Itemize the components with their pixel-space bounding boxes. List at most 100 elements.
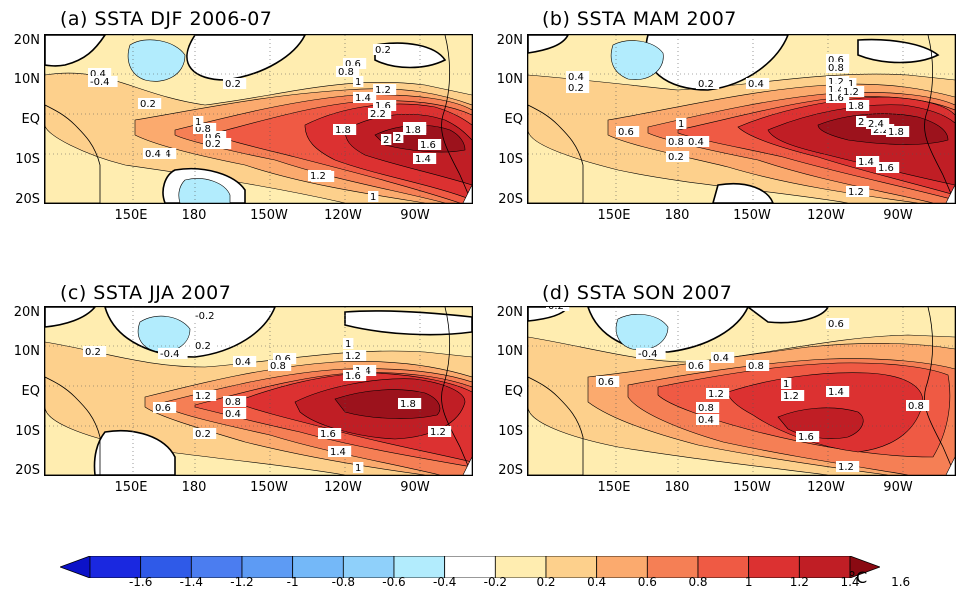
lat-label: 20N xyxy=(496,33,523,48)
lat-label: 10N xyxy=(13,344,40,359)
contour-label-bg xyxy=(616,126,640,137)
contour-label-text: 0.6 xyxy=(205,132,221,143)
colorbar-tick-label: 1.6 xyxy=(891,575,911,589)
contour-label: 0.8 xyxy=(666,136,690,148)
lon-label: 180 xyxy=(664,208,690,223)
contour-label-bg xyxy=(596,376,620,387)
contour-label-bg xyxy=(368,108,392,119)
contour-label: 1 xyxy=(353,76,364,88)
contour-label-text: 1.2 xyxy=(838,462,854,473)
contour-label: 2.2 xyxy=(368,108,392,120)
contour-label-text: 1.4 xyxy=(330,447,346,458)
contour-label-bg xyxy=(343,338,354,349)
contour-label: -0.2 xyxy=(193,310,223,322)
contour-label: 0.6 xyxy=(343,58,367,70)
land-outline-americas xyxy=(924,307,955,475)
contour-label: 1.2 xyxy=(841,86,865,98)
contour-label-text: 0.4 xyxy=(568,72,584,83)
contour-label-bg xyxy=(223,396,247,407)
contour-label: 1 xyxy=(353,462,364,474)
contour-label-text: 1.2 xyxy=(783,391,799,402)
lat-label: EQ xyxy=(504,384,523,399)
contour-label: 0.6 xyxy=(686,360,710,372)
contour-label: 1 xyxy=(193,116,204,128)
lat-label: 20S xyxy=(15,463,40,478)
lat-label: 10N xyxy=(496,72,523,87)
contour-label: 1.4 xyxy=(413,153,437,165)
contour-label-text: 0.8 xyxy=(338,67,354,78)
contour-label-bg xyxy=(826,84,850,95)
contour-label-text: 2 xyxy=(395,133,401,144)
contour-label-bg xyxy=(846,78,857,89)
contour-label-text: 1.2 xyxy=(430,427,446,438)
contour-label: 1.8 xyxy=(403,124,427,136)
anomaly-contour-region xyxy=(45,307,97,328)
panel-d-title: (d) SSTA SON 2007 xyxy=(542,282,733,304)
colorbar-tick-label: 1.4 xyxy=(840,575,860,589)
contour-label: 1.2 xyxy=(373,84,397,96)
contour-label-text: 0.4 xyxy=(225,409,241,420)
contour-label-bg xyxy=(676,118,687,129)
contour-label: 2.2 xyxy=(871,124,895,136)
colorbar-tick-label: -1.6 xyxy=(128,575,153,589)
contour-label: 0.6 xyxy=(153,402,177,414)
contour-label: 0.8 xyxy=(746,360,770,372)
colorbar-arrow-left xyxy=(60,556,91,578)
contour-label-bg xyxy=(781,390,805,401)
lat-label: 10S xyxy=(498,424,523,439)
contour-label-text: 1.4 xyxy=(858,157,874,168)
contour-label-text: 1.2 xyxy=(843,87,859,98)
anomaly-contour-region xyxy=(93,429,176,475)
contour-label: 0.4 xyxy=(223,408,247,420)
lon-label: 90W xyxy=(400,480,430,495)
contour-label: 0.2 xyxy=(373,44,397,56)
contour-label: 0.4 xyxy=(696,414,720,426)
contour-label-bg xyxy=(398,398,422,409)
contour-label: 1.6 xyxy=(318,428,342,440)
contour-label-bg xyxy=(143,148,167,159)
contour-label-bg xyxy=(856,156,880,167)
contour-label: 0.6 xyxy=(596,376,620,388)
contour-label: 1.4 xyxy=(826,84,850,96)
contour-label-text: 1 xyxy=(678,119,684,130)
contour-label-bg xyxy=(336,66,360,77)
contour-label: 0.2 xyxy=(193,340,217,352)
lat-label: 20S xyxy=(498,463,523,478)
contour-label-bg xyxy=(876,162,900,173)
lon-label: 150E xyxy=(597,208,631,223)
contour-label-bg xyxy=(88,68,112,79)
lat-label: 10S xyxy=(498,152,523,167)
colorbar-tick-label: -0.4 xyxy=(432,575,457,589)
contour-label-bg xyxy=(343,58,367,69)
land-outline-maritime-continent xyxy=(45,104,101,203)
lat-label: 10N xyxy=(496,344,523,359)
lon-label: 120W xyxy=(324,208,362,223)
contour-label-text: 0.8 xyxy=(908,401,924,412)
contour-label-bg xyxy=(193,390,217,401)
contour-label-bg xyxy=(566,82,590,93)
contour-label: 1.2 xyxy=(308,170,332,182)
contour-label-text: 1.6 xyxy=(345,371,361,382)
contour-label-bg xyxy=(138,98,162,109)
contour-label-bg xyxy=(373,84,397,95)
contour-label: 1.2 xyxy=(826,76,850,88)
lon-label: 180 xyxy=(181,480,207,495)
contour-label-bg xyxy=(836,461,860,472)
contour-label-bg xyxy=(846,100,870,111)
contour-label-bg xyxy=(193,428,217,439)
contour-label-bg xyxy=(871,124,895,135)
contour-label-text: 1 xyxy=(370,192,376,203)
contour-label-text: 1.4 xyxy=(355,93,371,104)
panel-c-title: (c) SSTA JJA 2007 xyxy=(60,282,232,304)
lon-label: 90W xyxy=(400,208,430,223)
contour-label: 0.8 xyxy=(268,360,292,372)
anomaly-contour-region xyxy=(178,178,231,203)
contour-label: 0.4 xyxy=(566,71,590,83)
lon-label: 90W xyxy=(883,480,913,495)
contour-label-bg xyxy=(826,386,850,397)
contour-label-text: 0.4 xyxy=(235,357,251,368)
anomaly-contour-region xyxy=(615,314,669,351)
land-south-america xyxy=(945,456,955,475)
contour-label-text: 0.2 xyxy=(205,139,221,150)
colorbar-tick-label: -0.2 xyxy=(483,575,508,589)
